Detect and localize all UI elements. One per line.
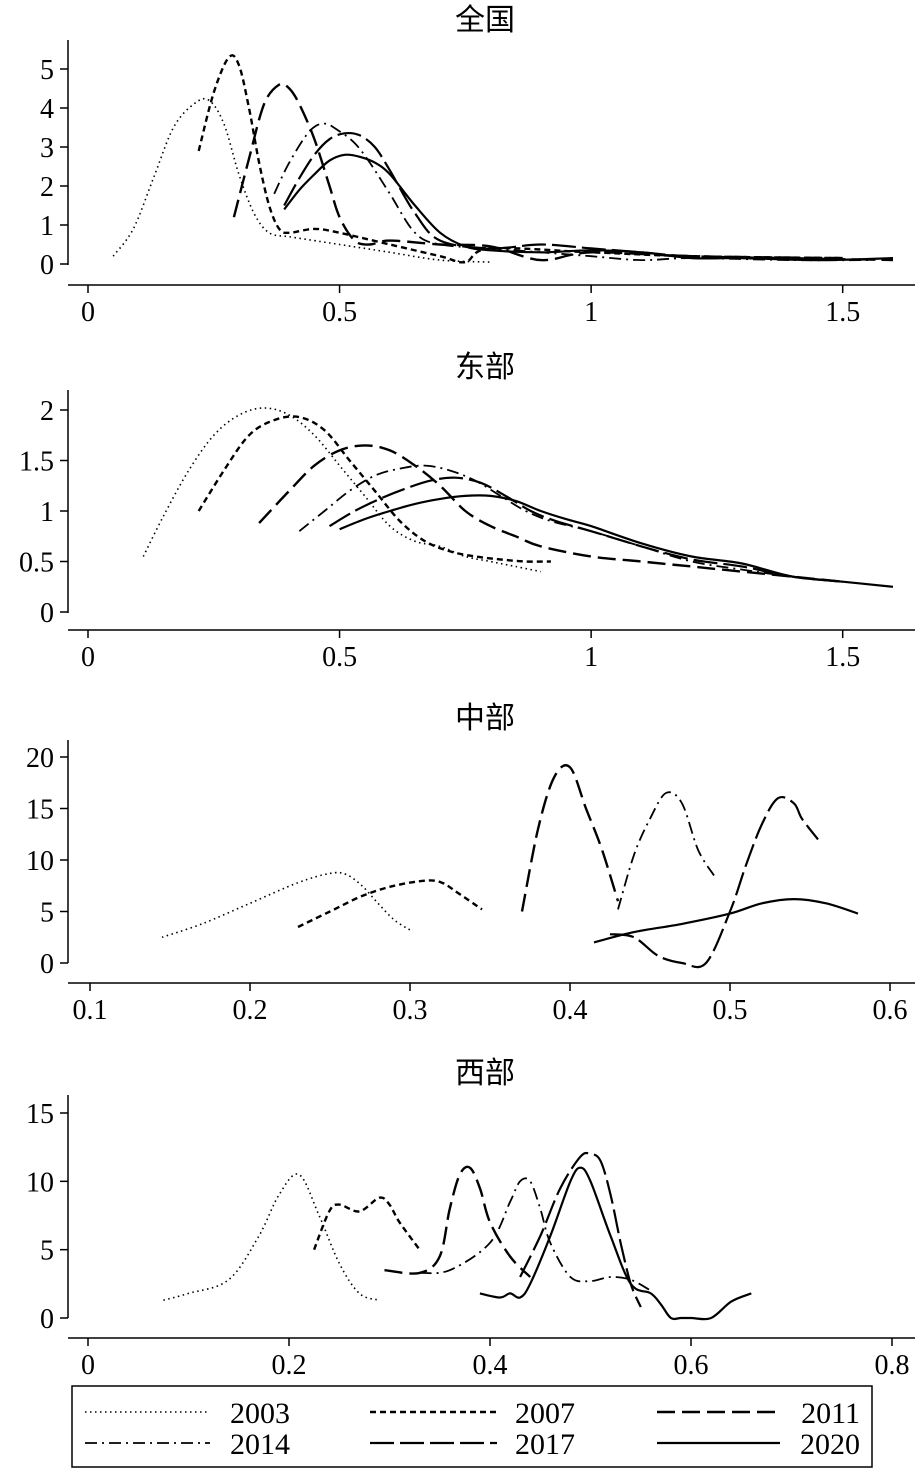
series-line-2014 (273, 122, 868, 262)
y-tick-label: 0 (40, 598, 54, 629)
legend-label-2011: 2011 (801, 1397, 860, 1430)
panel-0: 全国 0 1 2 3 4 5 0 0.5 1 1.5 (40, 4, 915, 328)
x-tick-label: 0.3 (393, 995, 428, 1026)
series-line-2003 (142, 407, 541, 573)
y-tick-label: 15 (26, 795, 54, 826)
series-line-2003 (163, 1173, 380, 1301)
legend: 2003 2007 2011 2014 2017 2020 (71, 1385, 873, 1468)
series-line-2014 (617, 791, 715, 910)
legend-label-2014: 2014 (230, 1428, 290, 1461)
x-tick-label: 0.1 (73, 995, 108, 1026)
y-tick-label: 0 (40, 1304, 54, 1335)
series-line-2011 (258, 444, 843, 583)
x-tick-label: 0 (81, 297, 95, 328)
y-tick-label: 2 (40, 396, 54, 427)
y-tick-label: 5 (40, 898, 54, 929)
x-tick-label: 0.5 (322, 297, 357, 328)
x-tick-label: 0.6 (674, 1350, 709, 1381)
y-tick-label: 0.5 (19, 548, 54, 579)
y-tick-label: 5 (40, 55, 54, 86)
series-line-2020 (339, 494, 894, 588)
panel-3: 西部 0 5 10 15 0 0.2 0.4 0.6 0.8 (26, 1057, 915, 1381)
panel-2: 中部 0 5 10 15 20 0.1 0.2 0.3 0.4 0.5 0.6 (26, 702, 915, 1026)
x-tick-label: 1.5 (825, 642, 860, 673)
panel-title: 东部 (455, 351, 515, 384)
series-line-2007 (312, 1196, 421, 1251)
series-line-2017 (519, 1151, 642, 1308)
x-tick-label: 0.4 (553, 995, 588, 1026)
series-line-2017 (283, 131, 894, 262)
y-tick-label: 15 (26, 1099, 54, 1130)
series-line-2014 (298, 464, 843, 583)
x-tick-label: 1 (584, 297, 598, 328)
series-line-2011 (384, 1165, 532, 1278)
series-line-2011 (520, 764, 620, 912)
legend-items: 2003 2007 2011 2014 2017 2020 (85, 1397, 860, 1461)
x-tick-label: 1.5 (825, 297, 860, 328)
legend-label-2007: 2007 (515, 1397, 575, 1430)
legend-frame (71, 1385, 873, 1468)
x-tick-label: 1 (584, 642, 598, 673)
x-tick-label: 0.6 (873, 995, 908, 1026)
y-tick-label: 4 (40, 94, 54, 125)
x-tick-label: 0.2 (272, 1350, 307, 1381)
x-tick-label: 0.2 (233, 995, 268, 1026)
legend-label-2003: 2003 (230, 1397, 290, 1430)
y-tick-label: 10 (26, 1167, 54, 1198)
series-line-2007 (197, 54, 843, 264)
legend-label-2017: 2017 (515, 1428, 575, 1461)
panel-title: 西部 (455, 1057, 515, 1090)
panel-1: 东部 0 0.5 1 1.5 2 0 0.5 1 1.5 (19, 351, 915, 673)
y-tick-label: 5 (40, 1236, 54, 1267)
series-line-2011 (232, 82, 843, 262)
x-tick-label: 0.5 (322, 642, 357, 673)
y-tick-label: 0 (40, 250, 54, 281)
y-tick-label: 3 (40, 133, 54, 164)
series-line-2003 (161, 871, 411, 939)
legend-label-2020: 2020 (800, 1428, 860, 1461)
y-tick-label: 10 (26, 846, 54, 877)
x-tick-label: 0.8 (875, 1350, 910, 1381)
series-line-2020 (283, 153, 894, 262)
x-tick-label: 0.5 (713, 995, 748, 1026)
series-line-2007 (197, 415, 551, 563)
y-tick-label: 1 (40, 211, 54, 242)
x-tick-label: 0 (81, 1350, 95, 1381)
y-tick-label: 20 (26, 743, 54, 774)
series-line-2020 (479, 1166, 752, 1321)
panel-title: 中部 (455, 702, 515, 735)
series-line-2007 (297, 879, 483, 929)
y-tick-label: 1.5 (19, 447, 54, 478)
series-line-2017 (328, 476, 843, 583)
y-tick-label: 2 (40, 172, 54, 203)
y-tick-label: 1 (40, 497, 54, 528)
x-tick-label: 0.4 (473, 1350, 508, 1381)
series-line-2020 (593, 898, 859, 944)
series-line-2017 (609, 795, 819, 969)
panel-title: 全国 (455, 4, 515, 37)
series-line-2014 (419, 1177, 652, 1292)
y-tick-label: 0 (40, 949, 54, 980)
x-tick-label: 0 (81, 642, 95, 673)
